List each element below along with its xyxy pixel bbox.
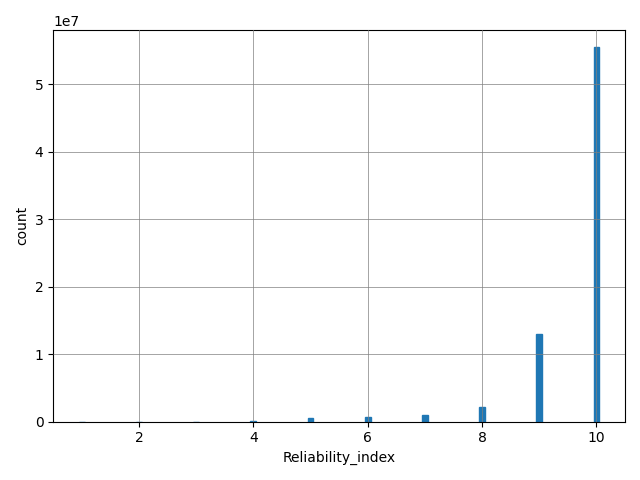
Bar: [365, 417, 371, 421]
X-axis label: Reliability_index: Reliability_index: [282, 451, 396, 465]
Bar: [308, 418, 314, 421]
Bar: [536, 334, 542, 421]
Bar: [422, 415, 428, 421]
Y-axis label: count: count: [15, 206, 29, 245]
Bar: [479, 407, 485, 421]
Bar: [593, 47, 599, 421]
